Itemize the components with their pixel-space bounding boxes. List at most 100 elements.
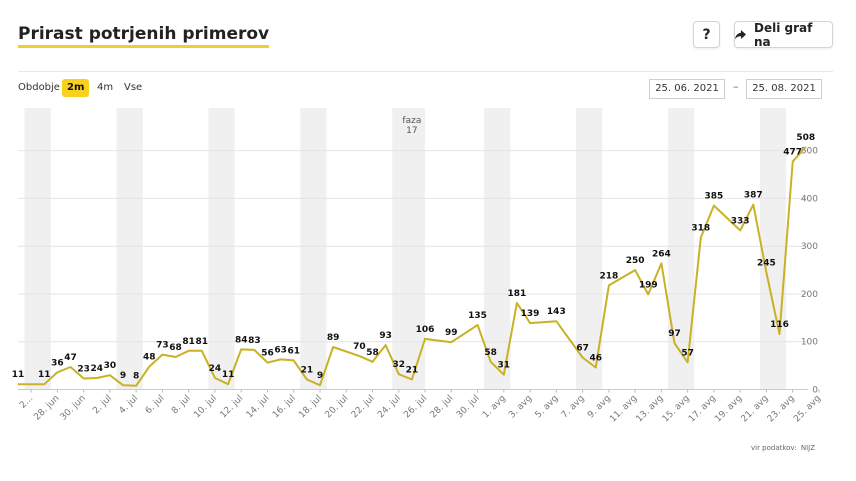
data-label: 9 — [317, 371, 323, 381]
data-label: 99 — [445, 328, 458, 338]
x-tick-label: 1. avg — [481, 394, 508, 421]
y-tick-label: 0 — [812, 386, 818, 396]
data-label: 31 — [498, 361, 511, 371]
data-label: 57 — [681, 348, 694, 358]
x-tick-label: 6. jul — [144, 394, 167, 417]
weekend-band — [116, 108, 143, 390]
data-label: 143 — [547, 307, 566, 317]
data-label: 36 — [51, 358, 64, 368]
data-label: 68 — [169, 343, 182, 353]
y-tick-label: 300 — [801, 242, 818, 252]
data-label: 387 — [744, 191, 763, 201]
annotation-label: faza — [402, 116, 421, 126]
x-tick-label: 2... — [18, 394, 35, 411]
data-label: 63 — [274, 345, 287, 355]
data-label: 89 — [327, 333, 340, 343]
data-label: 46 — [589, 354, 602, 364]
data-label: 84 — [235, 335, 248, 345]
date-from-input[interactable]: 25. 06. 2021 — [649, 79, 725, 99]
period-label: Obdobje — [18, 82, 60, 93]
x-tick-label: 13. avg — [635, 394, 666, 425]
phase-band — [398, 108, 426, 390]
data-label: 97 — [668, 329, 681, 339]
data-label: 61 — [287, 346, 300, 356]
y-tick-label: 200 — [801, 290, 818, 300]
period-option-all[interactable]: Vse — [124, 82, 143, 93]
x-tick-label: 30. jul — [455, 394, 482, 421]
x-tick-label: 21. avg — [740, 394, 771, 425]
weekend-band — [484, 108, 511, 390]
x-tick-label: 10. jul — [192, 394, 219, 421]
weekend-band — [208, 108, 235, 390]
data-label: 21 — [406, 365, 419, 375]
y-tick-label: 100 — [801, 338, 818, 348]
data-label: 250 — [626, 256, 645, 266]
x-tick-label: 2. jul — [91, 394, 114, 417]
data-label: 139 — [521, 309, 540, 319]
data-label: 30 — [104, 361, 117, 371]
x-tick-label: 23. avg — [766, 394, 797, 425]
data-label: 116 — [770, 320, 789, 330]
data-label: 56 — [261, 349, 274, 359]
share-button[interactable]: Deli graf na — [734, 20, 833, 49]
data-label: 24 — [91, 364, 104, 374]
data-label: 9 — [120, 371, 126, 381]
x-tick-label: 15. avg — [661, 394, 692, 425]
x-tick-label: 7. avg — [560, 394, 587, 421]
data-label: 67 — [576, 343, 589, 353]
data-label: 24 — [209, 364, 222, 374]
series-line — [18, 146, 807, 387]
data-label: 508 — [796, 133, 815, 143]
x-tick-label: 28. jul — [429, 394, 456, 421]
data-label: 23 — [77, 365, 90, 375]
data-label: 73 — [156, 341, 169, 351]
x-tick-label: 17. avg — [687, 394, 718, 425]
x-tick-label: 5. avg — [534, 394, 561, 421]
date-to-input[interactable]: 25. 08. 2021 — [746, 79, 822, 99]
chart-title: Prirast potrjenih primerov — [18, 24, 270, 48]
x-tick-label: 30. jun — [59, 394, 88, 423]
period-option-2m[interactable]: 2m — [62, 79, 90, 97]
x-tick-label: 12. jul — [219, 394, 246, 421]
share-arrow-icon — [735, 29, 746, 40]
help-button[interactable]: ? — [693, 21, 720, 48]
source-prefix: vir podatkov: — [750, 444, 797, 452]
x-tick-label: 25. avg — [792, 394, 823, 425]
y-tick-label: 400 — [801, 194, 818, 204]
data-label: 58 — [366, 348, 379, 358]
source-name: NIJZ — [800, 444, 815, 452]
x-tick-label: 19. avg — [713, 394, 744, 425]
data-label: 181 — [508, 289, 527, 299]
data-label: 477 — [783, 148, 802, 158]
data-label: 218 — [599, 271, 618, 281]
data-label: 11 — [38, 370, 51, 380]
data-label: 318 — [691, 224, 710, 234]
weekend-band — [300, 108, 327, 390]
x-tick-label: 26. jul — [402, 394, 429, 421]
x-tick-label: 11. avg — [608, 394, 639, 425]
header-divider — [18, 71, 833, 72]
data-label: 11 — [12, 370, 25, 380]
data-label: 106 — [416, 325, 435, 335]
data-label: 199 — [639, 280, 658, 290]
data-label: 81 — [196, 337, 209, 347]
period-option-4m[interactable]: 4m — [97, 82, 114, 93]
data-label: 135 — [468, 311, 487, 321]
data-label: 70 — [353, 342, 366, 352]
x-tick-label: 4. jul — [118, 394, 141, 417]
data-label: 47 — [64, 353, 77, 363]
weekend-band — [24, 108, 51, 390]
data-label: 48 — [143, 353, 156, 363]
data-label: 245 — [757, 258, 776, 268]
share-button-label: Deli graf na — [754, 20, 813, 49]
x-tick-label: 3. avg — [507, 394, 534, 421]
data-label: 32 — [393, 360, 406, 370]
x-tick-label: 14. jul — [245, 394, 272, 421]
x-tick-label: 16. jul — [271, 394, 298, 421]
data-label: 83 — [248, 336, 261, 346]
data-label: 385 — [704, 192, 723, 202]
data-label: 21 — [301, 365, 314, 375]
data-label: 8 — [133, 372, 139, 382]
x-tick-label: 24. jul — [376, 394, 403, 421]
